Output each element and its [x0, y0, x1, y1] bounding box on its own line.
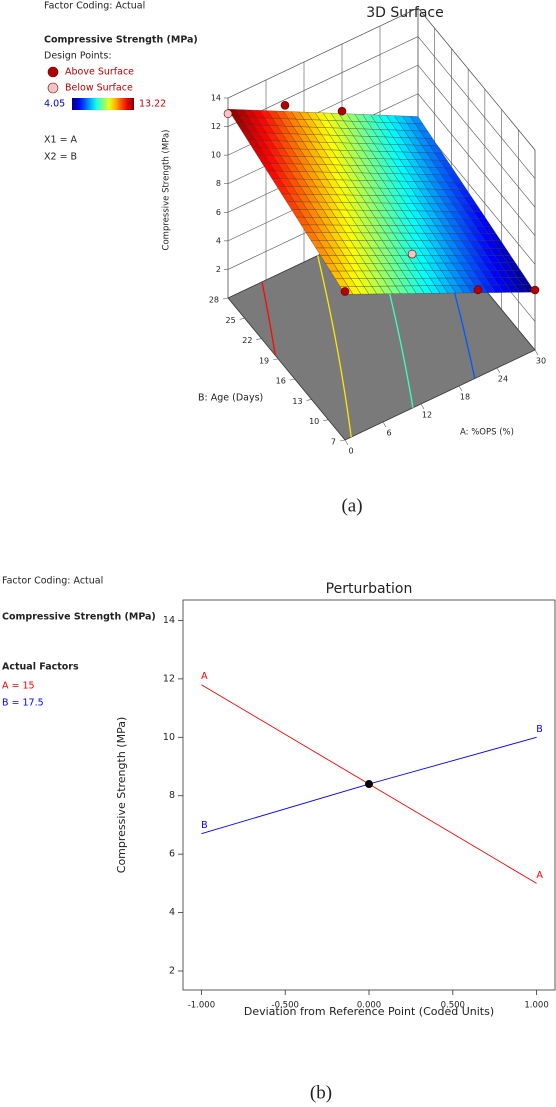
series-end-label: B	[536, 724, 543, 735]
color-bar	[72, 98, 134, 110]
z-tick-label: 10	[211, 151, 221, 160]
factor-value: A = 15	[2, 681, 35, 692]
z-tick-label: 14	[211, 94, 221, 103]
y-tick	[289, 378, 295, 381]
y-tick	[256, 338, 262, 340]
x-axis-label: Deviation from Reference Point (Coded Un…	[244, 1005, 494, 1018]
design-point	[473, 285, 483, 295]
x-axis-label: A: %OPS (%)	[460, 428, 514, 438]
y-tick-label: 10	[309, 417, 319, 426]
x-tick	[382, 421, 387, 428]
wall-grid-line	[417, 93, 536, 236]
x-tick	[420, 403, 425, 410]
design-point	[340, 287, 350, 296]
plot-frame	[182, 599, 556, 991]
x-tick-label: 30	[536, 357, 546, 366]
y-axis-label: Compressive Strength (MPa)	[115, 717, 128, 873]
y-tick-label: 10	[163, 732, 175, 743]
y-tick-label: 4	[169, 907, 175, 918]
x-tick-label: -1.000	[188, 1001, 215, 1011]
y-tick	[222, 297, 229, 300]
response-name: Compressive Strength (MPa)	[44, 35, 198, 46]
y-tick-label: 14	[163, 615, 175, 626]
legend-label: Below Surface	[65, 83, 133, 94]
legend-label: Above Surface	[65, 67, 134, 78]
caption: (b)	[310, 1082, 332, 1103]
y-tick-label: 6	[169, 849, 175, 860]
z-tick-label: 2	[216, 265, 221, 274]
y-tick-label: 2	[169, 966, 175, 977]
y-tick-label: 16	[276, 377, 286, 386]
caption: (a)	[341, 495, 362, 516]
color-max: 13.22	[139, 99, 166, 110]
factor-label: X1 = A	[44, 135, 78, 146]
y-tick-label: 8	[169, 790, 175, 801]
x-tick-label: 0.000	[357, 1001, 381, 1011]
y-axis-label: B: Age (Days)	[198, 393, 263, 404]
y-tick	[323, 419, 329, 422]
y-tick-label: 12	[163, 673, 175, 684]
color-min: 4.05	[44, 99, 65, 110]
y-tick-label: 19	[259, 356, 269, 365]
box-edge	[227, 7, 419, 99]
factor-label: X2 = B	[44, 152, 77, 163]
y-tick	[306, 399, 312, 401]
contour-line	[261, 281, 276, 355]
x-tick-label: 18	[460, 393, 470, 402]
legend-marker	[47, 82, 59, 94]
factors-title: Actual Factors	[2, 662, 79, 673]
chart-title: 3D Surface	[366, 5, 443, 21]
legend-header: Factor Coding: Actual	[44, 1, 145, 12]
z-tick-label: 8	[216, 179, 221, 188]
x-tick	[534, 349, 539, 356]
x-tick	[344, 439, 349, 446]
design-point	[337, 106, 347, 116]
box-edge	[417, 7, 536, 151]
x-tick-label: 6	[386, 429, 391, 438]
wall-grid-line	[417, 36, 536, 179]
x-tick	[496, 367, 501, 374]
design-point	[280, 100, 290, 110]
wall-grid-line	[417, 64, 536, 208]
response-name: Compressive Strength (MPa)	[2, 612, 156, 623]
x-tick	[458, 385, 463, 392]
z-axis-label: Compressive Strength (MPa)	[162, 130, 172, 251]
x-tick-label: 0	[348, 447, 353, 456]
x-tick-label: 24	[498, 375, 508, 384]
legend-header: Factor Coding: Actual	[2, 576, 103, 587]
z-tick-label: 12	[211, 122, 221, 131]
y-tick	[339, 439, 346, 442]
x-tick-label: 1.000	[524, 1001, 548, 1011]
design-point	[223, 109, 233, 119]
contour-line	[317, 255, 352, 438]
design-point	[407, 249, 417, 259]
y-tick	[273, 358, 279, 361]
series-end-label: B	[201, 820, 208, 831]
factor-value: B = 17.5	[2, 698, 44, 709]
chart-title: Perturbation	[326, 581, 413, 597]
y-tick-label: 28	[209, 296, 219, 305]
series-end-label: A	[201, 671, 208, 682]
z-tick-label: 4	[216, 236, 221, 245]
perturbation-plot: 2 4 6 8 10 12 14 -1.000 -0.500 0.000 0.500 1.000 A A B…	[163, 615, 549, 1011]
y-tick-label: 25	[226, 316, 236, 325]
y-tick	[239, 317, 245, 320]
y-tick-label: 22	[242, 336, 252, 345]
y-tick-label: 7	[331, 438, 336, 447]
z-tick-label: 6	[216, 208, 221, 217]
design-points-label: Design Points:	[44, 51, 112, 62]
x-tick-label: -0.500	[272, 1001, 299, 1011]
design-point	[530, 285, 540, 295]
reference-point	[365, 780, 373, 789]
legend-marker	[47, 66, 59, 78]
x-tick-label: 12	[422, 411, 432, 420]
y-tick-label: 13	[292, 397, 302, 406]
x-tick-label: 0.500	[441, 1001, 465, 1011]
series-end-label: A	[536, 870, 543, 881]
